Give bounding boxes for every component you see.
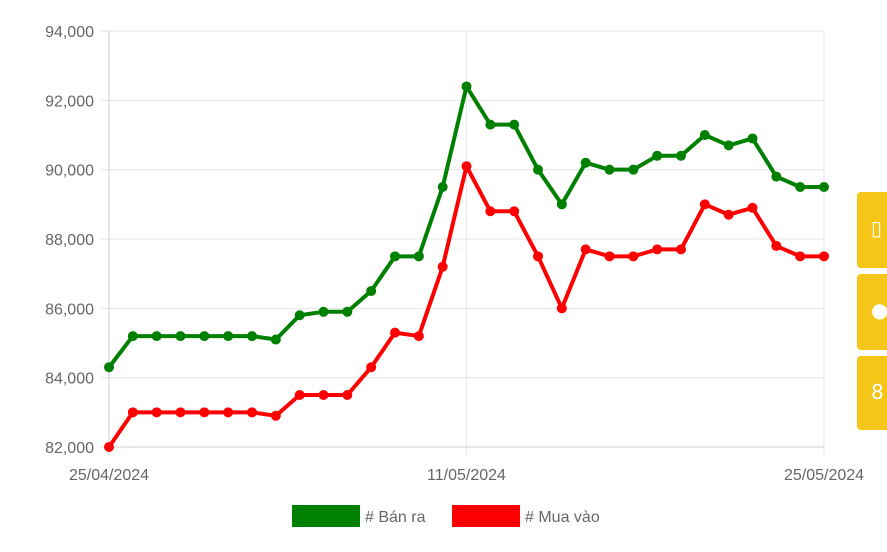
data-point[interactable]	[199, 407, 210, 418]
series-layer	[104, 81, 829, 452]
data-point[interactable]	[294, 390, 305, 400]
data-point[interactable]	[795, 182, 806, 192]
data-point[interactable]	[461, 81, 472, 92]
data-point[interactable]	[294, 310, 305, 321]
data-point[interactable]	[628, 164, 639, 175]
data-point[interactable]	[795, 251, 806, 262]
x-tick-label: 25/05/2024	[784, 467, 864, 484]
data-point[interactable]	[461, 161, 472, 172]
legend-swatch	[452, 505, 520, 527]
data-point[interactable]	[509, 119, 520, 130]
data-point[interactable]	[699, 199, 710, 210]
data-point[interactable]	[819, 182, 829, 192]
data-point[interactable]	[151, 407, 162, 418]
side-tab-calendar[interactable]: ▯	[857, 192, 887, 268]
x-tick-label: 25/04/2024	[69, 467, 149, 484]
data-point[interactable]	[390, 251, 400, 262]
data-point[interactable]	[699, 130, 710, 140]
data-point[interactable]	[151, 331, 162, 342]
y-tick-label: 92,000	[45, 93, 94, 110]
data-point[interactable]	[676, 244, 686, 255]
data-point[interactable]	[318, 390, 329, 400]
data-point[interactable]	[175, 407, 186, 418]
data-point[interactable]	[723, 140, 734, 151]
data-point[interactable]	[747, 202, 758, 213]
data-point[interactable]	[104, 442, 114, 452]
data-point[interactable]	[223, 331, 234, 342]
data-point[interactable]	[223, 407, 234, 418]
data-point[interactable]	[127, 331, 138, 342]
data-point[interactable]	[247, 331, 257, 342]
data-point[interactable]	[580, 157, 591, 168]
legend-label: # Bán ra	[365, 509, 426, 526]
data-point[interactable]	[819, 251, 829, 262]
side-tab-number[interactable]: 8	[857, 356, 887, 430]
y-tick-label: 88,000	[45, 232, 94, 249]
data-point[interactable]	[342, 306, 353, 317]
x-axis-ticks: 25/04/2024 11/05/2024 25/05/2024	[69, 467, 864, 484]
data-point[interactable]	[270, 410, 281, 421]
data-point[interactable]	[771, 240, 782, 251]
data-point[interactable]	[652, 150, 663, 161]
circle-icon: ●	[871, 298, 887, 322]
data-point[interactable]	[413, 251, 424, 262]
data-point[interactable]	[366, 286, 377, 296]
data-point[interactable]	[437, 261, 448, 272]
data-point[interactable]	[771, 171, 782, 182]
series-0	[104, 81, 829, 373]
data-point[interactable]	[556, 199, 567, 210]
data-point[interactable]	[747, 133, 758, 144]
legend-swatch	[292, 505, 360, 527]
data-point[interactable]	[175, 331, 186, 342]
legend: # Bán ra # Mua vào	[292, 505, 600, 527]
grid	[101, 30, 825, 455]
data-point[interactable]	[342, 390, 353, 400]
data-point[interactable]	[270, 334, 281, 345]
data-point[interactable]	[390, 327, 400, 338]
data-point[interactable]	[485, 119, 496, 130]
data-point[interactable]	[509, 206, 520, 217]
y-tick-label: 82,000	[45, 440, 94, 457]
data-point[interactable]	[652, 244, 663, 255]
data-point[interactable]	[556, 303, 567, 314]
data-point[interactable]	[318, 306, 329, 317]
data-point[interactable]	[533, 251, 543, 262]
data-point[interactable]	[604, 251, 615, 262]
legend-label: # Mua vào	[525, 509, 600, 526]
data-point[interactable]	[413, 331, 424, 342]
y-tick-label: 86,000	[45, 301, 94, 318]
data-point[interactable]	[723, 209, 734, 220]
data-point[interactable]	[533, 164, 543, 175]
data-point[interactable]	[104, 362, 114, 373]
data-point[interactable]	[676, 150, 686, 161]
data-point[interactable]	[628, 251, 639, 262]
data-point[interactable]	[199, 331, 210, 342]
data-point[interactable]	[580, 244, 591, 255]
y-tick-label: 84,000	[45, 371, 94, 388]
series-1	[104, 161, 829, 452]
data-point[interactable]	[127, 407, 138, 418]
data-point[interactable]	[437, 182, 448, 192]
data-point[interactable]	[366, 362, 377, 373]
number-icon: 8	[871, 380, 884, 404]
y-tick-label: 94,000	[45, 24, 94, 41]
data-point[interactable]	[485, 206, 496, 217]
data-point[interactable]	[604, 164, 615, 175]
data-point[interactable]	[247, 407, 257, 418]
side-tab-circle[interactable]: ●	[857, 274, 887, 350]
x-tick-label: 11/05/2024	[427, 467, 506, 484]
y-tick-label: 90,000	[45, 163, 94, 180]
calendar-icon: ▯	[871, 216, 883, 240]
y-axis-ticks: 82,000 84,000 86,000 88,000 90,000 92,000 94,0…	[45, 24, 94, 457]
